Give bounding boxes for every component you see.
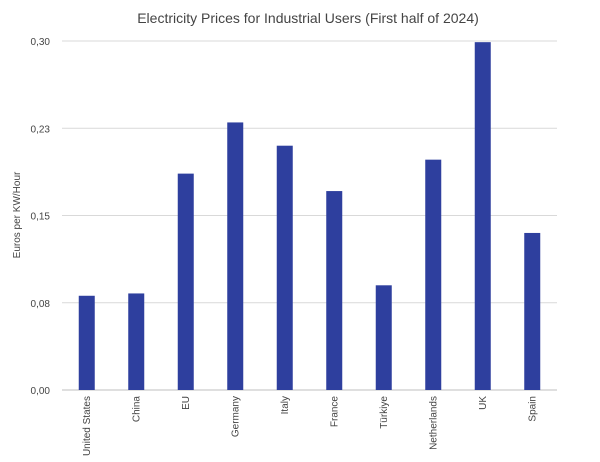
x-tick-label: UK <box>478 396 489 410</box>
bar-spain <box>524 233 540 390</box>
bar-italy <box>277 146 293 390</box>
x-tick-label: Spain <box>527 396 538 422</box>
bar-united-states <box>79 296 95 390</box>
bar-france <box>326 191 342 390</box>
x-tick-label: China <box>131 396 142 423</box>
x-tick-label: Germany <box>230 396 241 437</box>
chart-title: Electricity Prices for Industrial Users … <box>137 10 479 26</box>
y-tick-label: 0,15 <box>31 212 51 223</box>
y-tick-label: 0,00 <box>31 386 51 397</box>
x-tick-label: Netherlands <box>428 396 439 450</box>
bar-netherlands <box>425 160 441 390</box>
bars <box>79 42 541 390</box>
y-tick-label: 0,08 <box>31 299 51 310</box>
y-tick-label: 0,23 <box>31 124 51 135</box>
x-tick-label: Italy <box>280 396 291 414</box>
bar-t-rkiye <box>376 285 392 390</box>
x-tick-label: EU <box>181 396 192 410</box>
bar-eu <box>178 174 194 390</box>
x-tick-label: United States <box>82 396 93 456</box>
y-axis-ticks: 0,00 0,08 0,15 0,23 0,30 <box>31 37 51 397</box>
y-axis-label: Euros per KW/Hour <box>12 171 23 258</box>
bar-chart: Electricity Prices for Industrial Users … <box>0 0 600 462</box>
bar-uk <box>475 42 491 390</box>
bar-china <box>128 293 144 390</box>
y-tick-label: 0,30 <box>31 37 51 48</box>
x-tick-label: Türkiye <box>379 396 390 429</box>
bar-germany <box>227 122 243 390</box>
x-tick-label: France <box>329 396 340 428</box>
x-axis-labels: United States China EU Germany Italy France Tü… <box>82 396 539 456</box>
